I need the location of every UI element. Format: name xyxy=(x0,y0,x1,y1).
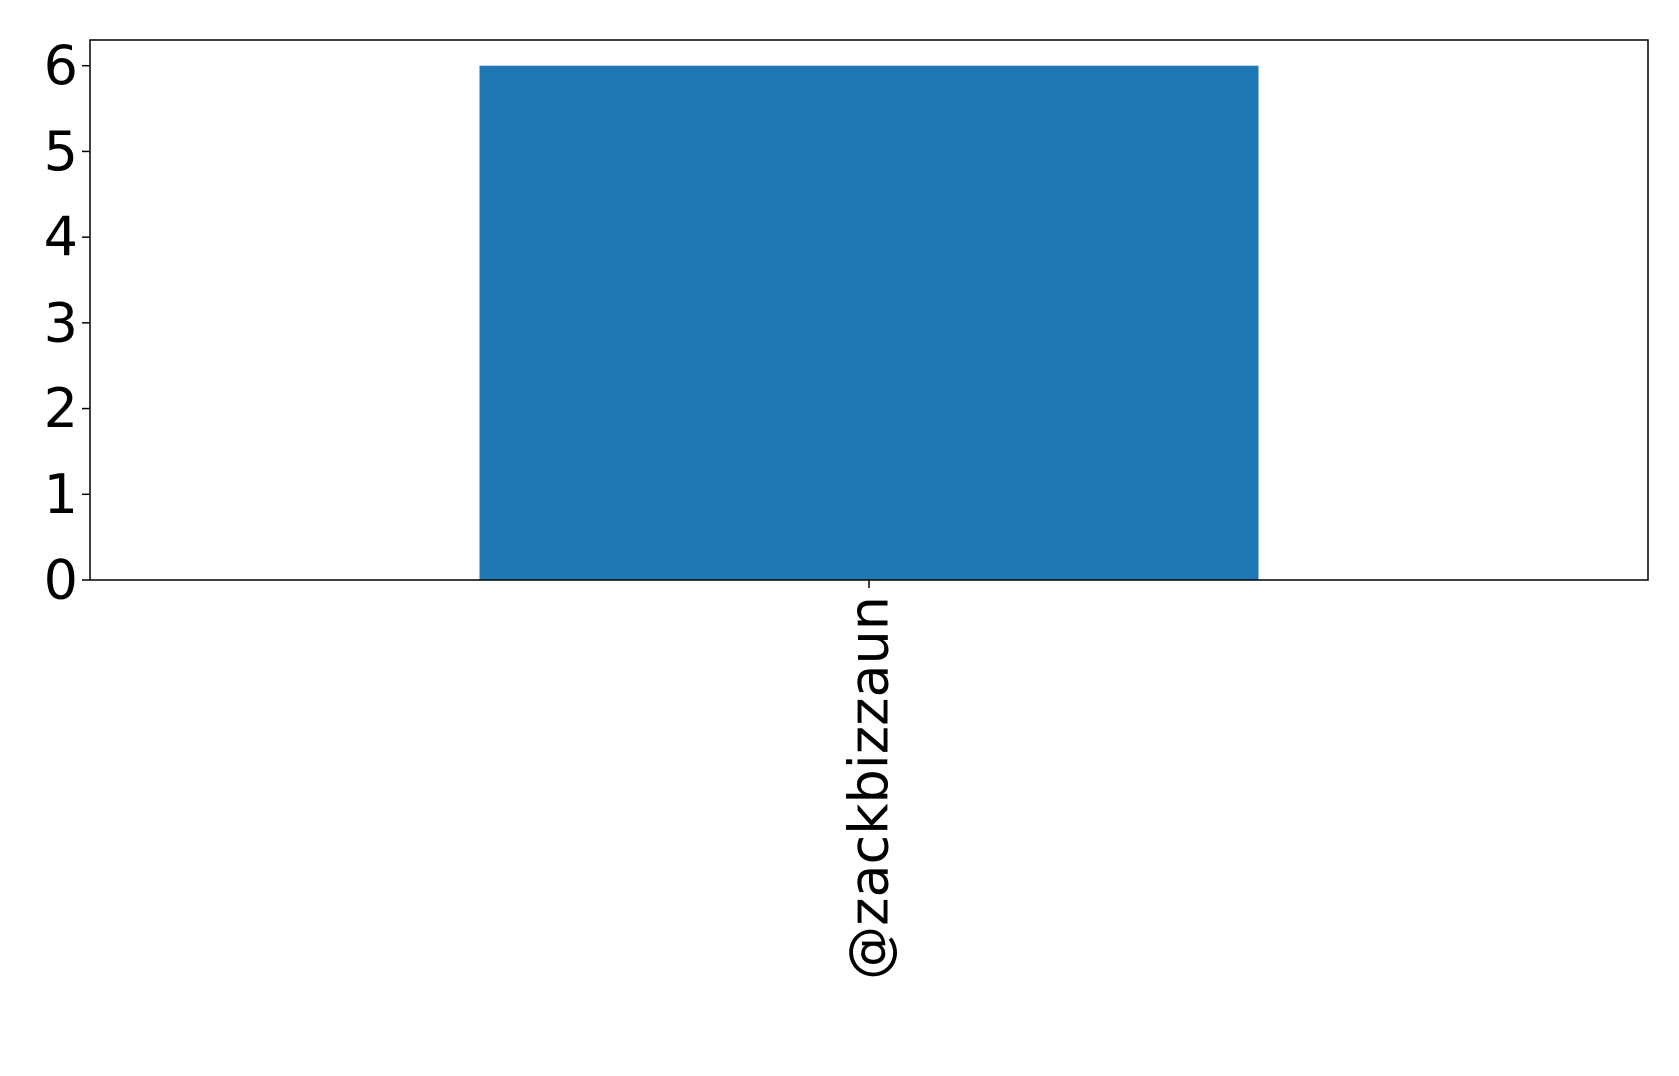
y-tick-label: 6 xyxy=(44,34,78,97)
x-tick-label: @zackbizzaun xyxy=(838,596,901,980)
y-tick-label: 3 xyxy=(44,291,78,354)
y-tick-label: 0 xyxy=(44,549,78,612)
y-tick-label: 4 xyxy=(44,206,78,269)
bar xyxy=(479,65,1259,580)
y-tick-label: 1 xyxy=(44,463,78,526)
y-tick-label: 2 xyxy=(44,377,78,440)
y-tick-label: 5 xyxy=(44,120,78,183)
